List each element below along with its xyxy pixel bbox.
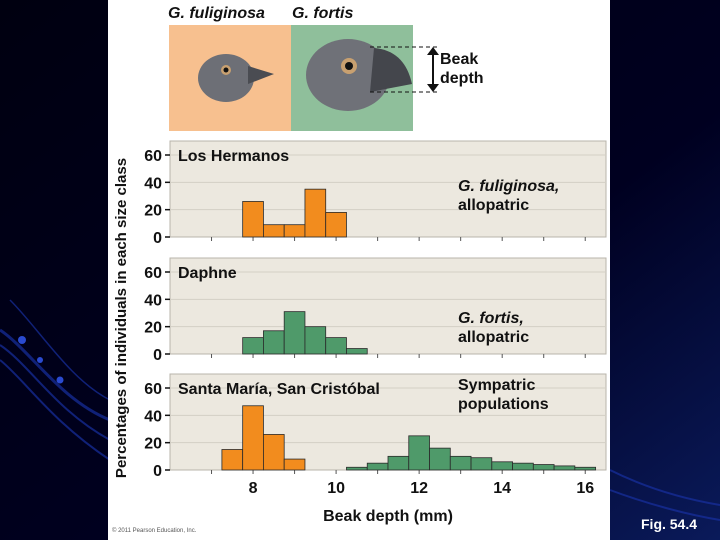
histogram-bar	[242, 405, 264, 471]
histogram-bar	[283, 311, 306, 355]
histogram-bar	[470, 457, 493, 471]
histogram-bar	[242, 201, 264, 238]
histogram-bar	[263, 434, 285, 471]
panel-2: 0 20 40 60 Daphne G. fortis, allopatric	[144, 257, 607, 364]
x-tick-label: 14	[493, 480, 511, 497]
histogram-bar	[532, 464, 555, 471]
head-shape	[198, 54, 254, 102]
histogram-bar	[325, 337, 347, 355]
header-illustration: G. fuliginosa G. fortis Beak depth	[168, 5, 484, 131]
panel-annotation-line1: G. fortis,	[458, 310, 524, 327]
panel-3: 0 20 40 60 Santa María, San Cristóbal Sympatr…	[144, 373, 607, 480]
panel-annotation-line2: populations	[458, 396, 549, 413]
species-label-fortis: G. fortis	[292, 5, 353, 22]
histogram-bar	[346, 348, 368, 355]
arrowhead-up	[427, 47, 439, 55]
panel-annotation-line2: allopatric	[458, 329, 529, 346]
panel-annotation-line2: allopatric	[458, 197, 529, 214]
figure-label: Fig. 54.4	[641, 516, 698, 532]
histogram-bar	[346, 466, 368, 471]
histogram-bar	[387, 455, 410, 471]
panel-title: Los Hermanos	[178, 148, 289, 165]
histogram-bar	[366, 462, 389, 471]
y-tick-label: 40	[144, 292, 162, 309]
eye-pupil	[345, 62, 353, 70]
histogram-bar	[574, 466, 597, 471]
y-axis-title: Percentages of individuals in each size …	[113, 158, 130, 478]
beak-label-line1: Beak	[440, 51, 478, 68]
beak-shape	[248, 66, 274, 84]
histogram-bar	[512, 462, 534, 471]
histogram-bar	[283, 224, 306, 238]
y-tick-label: 20	[144, 320, 162, 337]
y-tick-label: 40	[144, 175, 162, 192]
arrowhead-down	[427, 84, 439, 92]
x-axis-title: Beak depth (mm)	[323, 508, 453, 525]
x-tick-label: 8	[249, 480, 258, 497]
decorative-dots	[18, 336, 64, 384]
panel-title: Santa María, San Cristóbal	[178, 381, 380, 398]
histogram-bar	[449, 455, 472, 471]
histogram-bar	[283, 458, 306, 471]
y-tick-label: 60	[144, 148, 162, 165]
y-tick-label: 20	[144, 436, 162, 453]
histogram-bar	[325, 211, 347, 238]
panel-annotation-line1: G. fuliginosa,	[458, 178, 559, 195]
histogram-bar	[553, 465, 576, 471]
beak-label-line2: depth	[440, 70, 484, 87]
histogram-bar	[304, 188, 327, 238]
y-tick-label: 20	[144, 203, 162, 220]
fortis-head-icon	[306, 39, 412, 111]
y-tick-label: 60	[144, 265, 162, 282]
eye-pupil	[223, 67, 229, 73]
histogram-bar	[242, 337, 264, 355]
beak-shape	[370, 48, 412, 92]
fuliginosa-head-icon	[198, 54, 274, 102]
beak-depth-chart: G. fuliginosa G. fortis Beak depth 0 20 40 60 Lo…	[113, 5, 607, 525]
head-shape	[306, 39, 390, 111]
histogram-bar	[429, 447, 451, 471]
y-tick-label: 0	[153, 463, 162, 480]
histogram-bar	[221, 449, 244, 471]
copyright-text: © 2011 Pearson Education, Inc.	[112, 528, 197, 534]
histogram-bar	[304, 326, 327, 355]
y-tick-label: 0	[153, 230, 162, 247]
panel-title: Daphne	[178, 265, 237, 282]
histogram-bar	[408, 435, 430, 471]
y-tick-label: 60	[144, 381, 162, 398]
histogram-bar	[491, 461, 513, 471]
y-tick-label: 40	[144, 408, 162, 425]
x-tick-label: 16	[576, 480, 594, 497]
x-tick-label: 10	[327, 480, 345, 497]
decorative-swirl	[0, 299, 720, 521]
histogram-bar	[263, 330, 285, 355]
y-tick-label: 0	[153, 347, 162, 364]
x-tick-label: 12	[410, 480, 428, 497]
histogram-bar	[263, 224, 285, 238]
species-label-fuliginosa: G. fuliginosa	[168, 5, 265, 22]
panel-annotation-line1: Sympatric	[458, 377, 535, 394]
panel-1: 0 20 40 60 Los Hermanos G. fuliginosa, allopat…	[144, 140, 607, 247]
